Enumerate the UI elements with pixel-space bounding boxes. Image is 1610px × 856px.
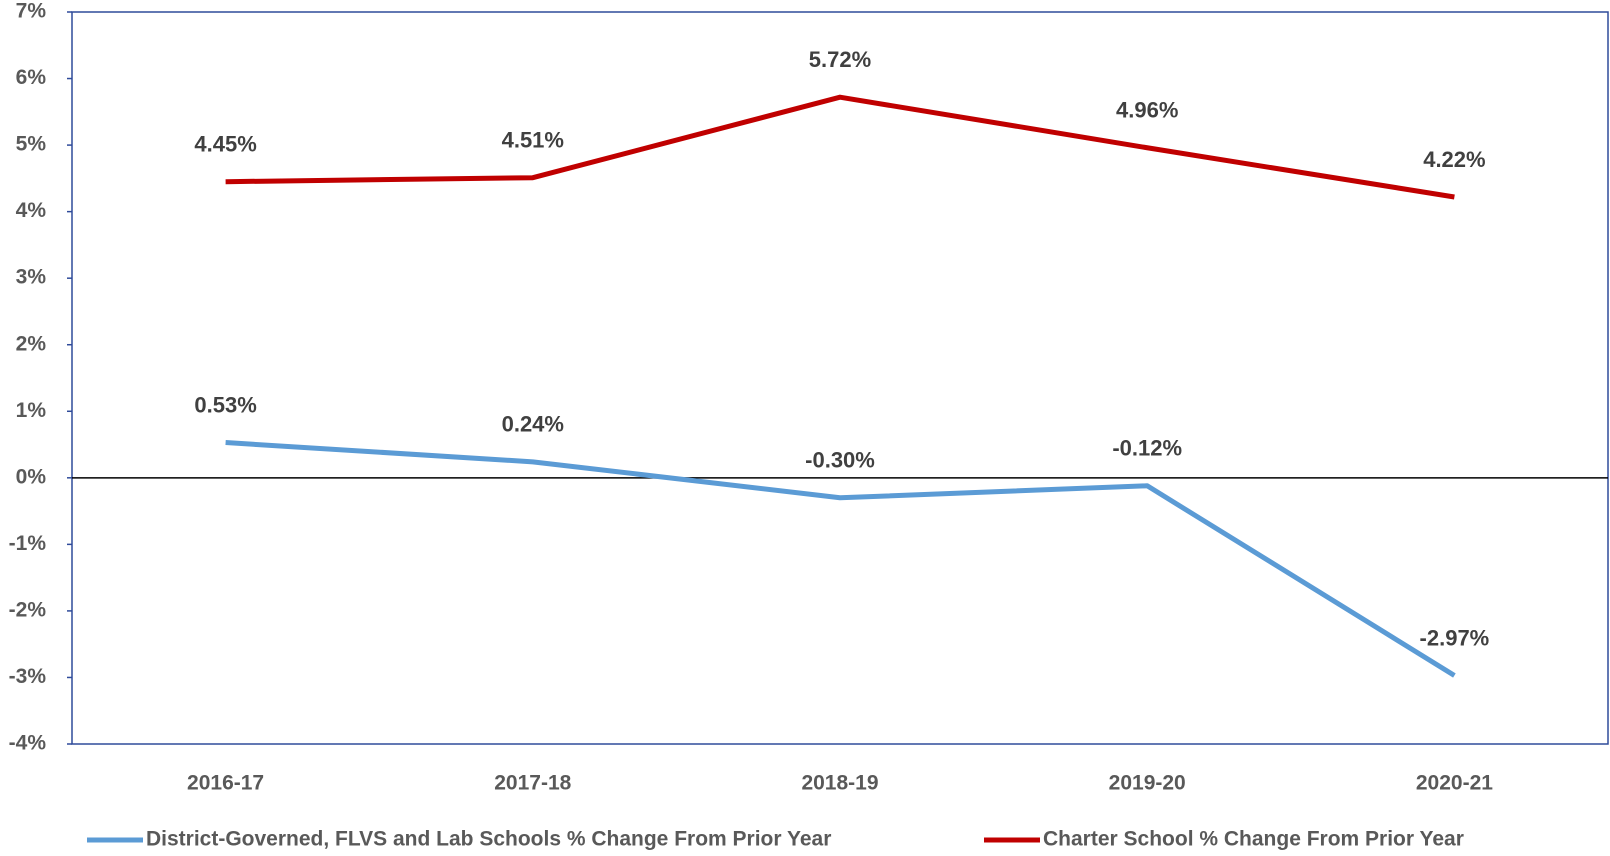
y-tick-label: 1% (16, 399, 47, 422)
legend-label: Charter School % Change From Prior Year (1043, 828, 1464, 851)
x-tick-label: 2019-20 (1109, 772, 1186, 795)
series-line (225, 94, 1455, 200)
data-label: 0.24% (502, 412, 564, 437)
y-tick-label: -3% (9, 665, 47, 688)
data-label: 4.45% (194, 132, 256, 157)
data-label: 0.53% (194, 392, 256, 417)
y-tick-label: -4% (9, 732, 47, 755)
data-label: -2.97% (1420, 625, 1490, 650)
x-tick-label: 2017-18 (494, 772, 571, 795)
y-tick-label: 5% (16, 133, 47, 156)
plot-area (71, 11, 1609, 745)
x-tick-label: 2020-21 (1416, 772, 1493, 795)
y-tick-label: 6% (16, 66, 47, 89)
y-tick-label: 0% (16, 465, 47, 488)
y-tick-label: 7% (16, 0, 47, 23)
data-label: -0.12% (1112, 436, 1182, 461)
x-tick-label: 2018-19 (801, 772, 878, 795)
x-tick-label: 2016-17 (187, 772, 264, 795)
y-tick-label: 3% (16, 266, 47, 289)
legend-label: District-Governed, FLVS and Lab Schools … (146, 828, 831, 851)
y-tick-label: 2% (16, 332, 47, 355)
series-line (225, 440, 1456, 678)
y-tick-label: 4% (16, 199, 47, 222)
data-label: 4.96% (1116, 98, 1178, 123)
y-tick-label: -1% (9, 532, 47, 555)
y-tick-label: -2% (9, 598, 47, 621)
data-label: -0.30% (805, 448, 875, 473)
data-label: 5.72% (809, 47, 871, 72)
data-label: 4.22% (1423, 147, 1485, 172)
data-label: 4.51% (502, 128, 564, 153)
